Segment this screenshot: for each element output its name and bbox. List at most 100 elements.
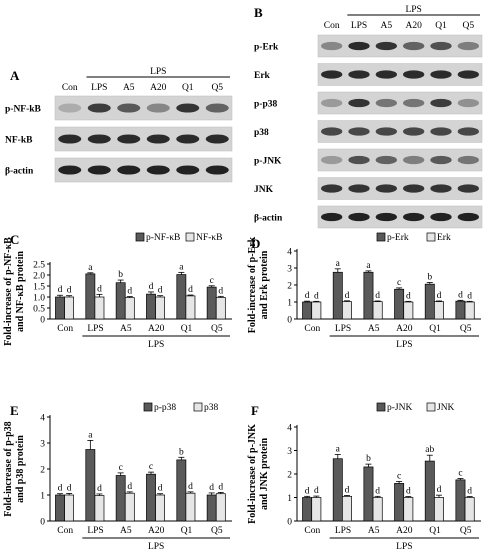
y-tick-label-F-3: 3 bbox=[287, 447, 292, 457]
bar-E-0-0 bbox=[55, 494, 65, 522]
blot-band-B-6-2 bbox=[375, 212, 397, 222]
sig-letter-F-1-5: d bbox=[467, 487, 472, 497]
bar-D-1-0 bbox=[311, 301, 322, 320]
bar-D-1-5 bbox=[464, 301, 475, 320]
lps-label-E: LPS bbox=[148, 542, 164, 550]
blot-band-B-4-0 bbox=[321, 155, 343, 165]
blot-row-label-B-1: Erk bbox=[254, 71, 271, 81]
blot-band-A-1-4 bbox=[176, 134, 200, 144]
sig-letter-E-0-1: a bbox=[88, 430, 93, 440]
blot-band-B-6-1 bbox=[348, 212, 370, 222]
sig-letter-E-0-4: b bbox=[179, 447, 184, 457]
sig-letter-C-0-3: d bbox=[149, 282, 154, 292]
blot-band-A-2-0 bbox=[58, 165, 82, 175]
sig-letter-D-1-1: d bbox=[345, 291, 350, 301]
blot-band-B-2-4 bbox=[430, 98, 452, 108]
x-tick-label-D-4: Q1 bbox=[429, 324, 441, 334]
bar-F-1-2 bbox=[372, 497, 383, 522]
x-tick-label-D-5: Q5 bbox=[460, 324, 472, 334]
x-tick-label-F-5: Q5 bbox=[460, 526, 472, 536]
bar-C-0-1 bbox=[85, 273, 96, 320]
bar-C-0-2 bbox=[115, 282, 126, 320]
lane-label-B-0: Con bbox=[324, 21, 340, 31]
blot-band-B-1-5 bbox=[457, 70, 479, 79]
bar-F-0-1 bbox=[332, 458, 343, 522]
sig-letter-E-1-1: d bbox=[97, 484, 102, 494]
blot-band-B-3-1 bbox=[348, 127, 370, 136]
legend-label-F-0: p-JNK bbox=[387, 403, 412, 413]
blot-row-label-A-0: p-NF-kB bbox=[5, 105, 42, 115]
sig-letter-D-0-2: a bbox=[366, 261, 371, 271]
bar-C-0-5 bbox=[206, 286, 217, 320]
panel-letter-B: B bbox=[254, 5, 263, 20]
bar-E-0-3 bbox=[146, 473, 156, 522]
bar-C-1-2 bbox=[124, 297, 135, 320]
x-tick-label-F-0: Con bbox=[304, 526, 320, 536]
blot-strip-B-6 bbox=[317, 205, 483, 229]
bar-E-1-1 bbox=[94, 495, 105, 522]
bar-C-0-3 bbox=[146, 293, 156, 320]
bar-C-0-0 bbox=[55, 296, 65, 320]
bar-D-1-2 bbox=[372, 301, 383, 320]
sig-letter-C-1-4: d bbox=[188, 285, 193, 295]
x-tick-label-C-3: A20 bbox=[148, 324, 165, 334]
bar-F-0-3 bbox=[394, 483, 405, 522]
blot-band-B-1-0 bbox=[321, 70, 343, 79]
lane-label-B-5: Q5 bbox=[463, 21, 475, 31]
blot-band-B-6-4 bbox=[430, 212, 452, 222]
sig-letter-C-1-3: d bbox=[158, 286, 163, 296]
legend-label-E-1: p38 bbox=[204, 403, 219, 413]
sig-letter-E-1-5: d bbox=[218, 482, 223, 492]
lane-label-A-0: Con bbox=[62, 83, 78, 93]
y-axis-label-D-1: and Erk protein bbox=[259, 250, 270, 319]
bar-F-1-0 bbox=[311, 497, 322, 522]
y-tick-label-E-3: 3 bbox=[40, 440, 45, 450]
y-axis-label-D-0: Fold-increase of p-Erk bbox=[247, 236, 258, 333]
blot-band-B-5-2 bbox=[375, 184, 397, 193]
sig-letter-F-0-1: a bbox=[336, 444, 341, 454]
blot-strip-A-0 bbox=[54, 95, 233, 121]
legend-label-C-1: NF-κB bbox=[196, 233, 222, 243]
sig-letter-F-1-1: d bbox=[345, 485, 350, 495]
blot-band-A-0-1 bbox=[87, 103, 111, 113]
blot-band-B-3-2 bbox=[375, 127, 397, 136]
bar-C-1-0 bbox=[64, 296, 75, 320]
sig-letter-C-0-1: a bbox=[88, 263, 93, 273]
blot-row-label-B-6: β-actin bbox=[254, 214, 283, 224]
bar-E-0-4 bbox=[176, 459, 187, 522]
y-tick-label-C-2: 1.0 bbox=[33, 294, 45, 304]
chart-panel-F: F 0 1 2 3 4 Fold-increase of p-JNK and JNK prot… bbox=[247, 402, 481, 550]
sig-letter-F-1-0: d bbox=[314, 486, 319, 496]
legend-swatch-F-1 bbox=[426, 402, 436, 412]
blot-band-A-0-3 bbox=[146, 103, 170, 113]
x-tick-label-F-3: A20 bbox=[396, 526, 413, 536]
y-tick-label-C-4: 2.0 bbox=[33, 272, 45, 282]
lps-label-B: LPS bbox=[405, 5, 421, 15]
bar-F-1-3 bbox=[403, 497, 414, 522]
y-tick-label-F-0: 0 bbox=[287, 518, 292, 528]
sig-letter-F-0-2: b bbox=[366, 454, 371, 464]
x-tick-label-F-2: A5 bbox=[368, 526, 380, 536]
blot-band-A-1-2 bbox=[117, 134, 141, 144]
y-axis-label-E-1: and p38 protein bbox=[15, 435, 26, 503]
blot-band-B-5-0 bbox=[321, 184, 343, 193]
blot-band-B-4-5 bbox=[457, 155, 479, 165]
sig-letter-D-1-5: d bbox=[467, 291, 472, 301]
lane-label-B-2: A5 bbox=[381, 21, 393, 31]
y-tick-label-E-0: 0 bbox=[40, 518, 45, 528]
blot-band-A-2-2 bbox=[117, 165, 141, 175]
bar-F-1-1 bbox=[342, 495, 352, 522]
x-tick-label-D-3: A20 bbox=[396, 324, 413, 334]
bar-D-0-5 bbox=[455, 300, 466, 320]
y-tick-label-E-1: 1 bbox=[40, 492, 45, 502]
blot-band-B-1-1 bbox=[348, 70, 370, 79]
bar-F-0-4 bbox=[424, 460, 435, 522]
chart-panel-E: E 0 1 2 3 4 Fold-increase of p-p38 and p38 prot… bbox=[3, 402, 232, 550]
y-tick-label-D-1: 1 bbox=[287, 299, 292, 309]
blot-band-B-0-5 bbox=[457, 41, 479, 51]
blot-band-A-2-3 bbox=[146, 165, 170, 175]
panel-letter-E: E bbox=[10, 403, 19, 418]
blot-band-A-1-3 bbox=[146, 134, 170, 144]
x-tick-label-C-2: A5 bbox=[120, 324, 132, 334]
